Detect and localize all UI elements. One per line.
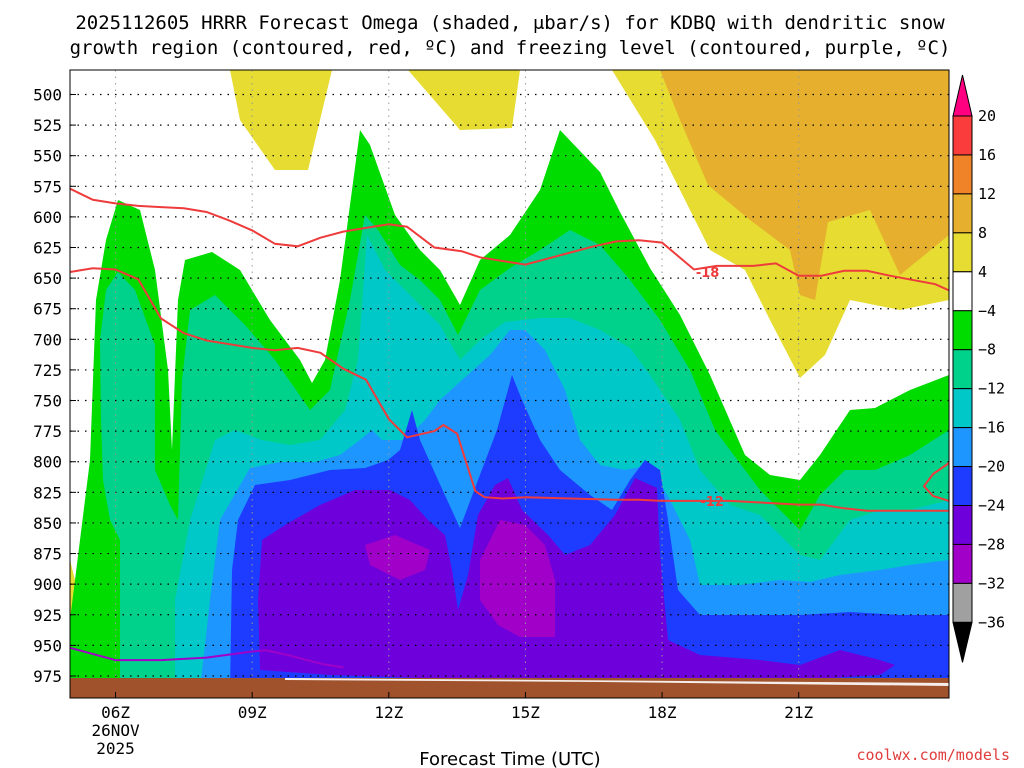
y-tick-label: 850	[33, 514, 62, 533]
y-tick-label: 675	[33, 300, 62, 319]
omega-region-pos4	[230, 70, 332, 170]
colorbar-segment	[952, 543, 973, 584]
x-tick-label: 06Z	[101, 703, 130, 722]
colorbar-level-label: −4	[978, 302, 996, 320]
x-tick-label: 18Z	[648, 703, 677, 722]
colorbar-level-label: 8	[978, 224, 987, 242]
colorbar-level-label: −12	[978, 380, 1005, 398]
plot-area: -18 -12	[69, 69, 950, 699]
y-tick-label: 875	[33, 545, 62, 564]
y-tick-label: 550	[33, 147, 62, 166]
contour-minus12	[69, 267, 949, 512]
colorbar-segment	[952, 232, 973, 273]
colorbar-level-label: −36	[978, 613, 1005, 631]
grid	[70, 70, 949, 698]
colorbar-level-label: −16	[978, 419, 1005, 437]
contour-label: -18	[696, 266, 720, 281]
colorbar-segment	[952, 310, 973, 351]
x-tick-label: 15Z	[511, 703, 540, 722]
y-tick-label: 750	[33, 392, 62, 411]
contour-minus18	[69, 187, 950, 292]
x-axis-label: Forecast Time (UTC)	[419, 749, 600, 768]
colorbar-segment	[952, 349, 973, 390]
x-tick-year: 2025	[96, 739, 135, 758]
contour-0	[69, 646, 344, 669]
colorbar-level-label: −8	[978, 341, 996, 359]
colorbar-level-label: −28	[978, 535, 1005, 553]
y-tick-label: 575	[33, 177, 62, 196]
y-tick-label: 525	[33, 116, 62, 135]
colorbar-level-label: −32	[978, 574, 1005, 592]
y-tick-label: 975	[33, 667, 62, 686]
omega-region-neg28	[480, 520, 555, 637]
contour-label: -12	[700, 495, 724, 510]
terrain-edge	[285, 678, 949, 686]
colorbar-bottom-arrow	[952, 621, 973, 663]
plot-frame	[69, 69, 950, 699]
y-tick-label: 625	[33, 239, 62, 258]
x-tick-date: 26NOV	[91, 721, 140, 740]
colorbar-segment	[952, 582, 973, 623]
y-tick-label: 925	[33, 606, 62, 625]
colorbar-level-label: 16	[978, 146, 996, 164]
colorbar-level-label: 20	[978, 107, 996, 125]
contours: -18 -12	[69, 187, 950, 669]
contour-minus12	[922, 462, 950, 502]
y-tick-label: 650	[33, 269, 62, 288]
y-tick-label: 825	[33, 483, 62, 502]
x-tick-label: 12Z	[374, 703, 403, 722]
y-tick-label: 800	[33, 453, 62, 472]
omega-region-neg28	[365, 535, 430, 580]
omega-region-pos8	[660, 70, 949, 300]
colorbar-segment	[952, 154, 973, 195]
colorbar: 20 16 12 8 4 −4 −8 −12 −16 −20 −24 −28 −32 −36	[952, 74, 1005, 663]
omega-region-neg24	[258, 478, 895, 685]
chart-title-line1: 2025112605 HRRR Forecast Omega (shaded, …	[75, 12, 945, 34]
colorbar-segment	[952, 115, 973, 156]
y-tick-label: 600	[33, 208, 62, 227]
y-axis: 500 525 550 575 600 625 650 675 700 725 750 775 800 8…	[33, 85, 76, 686]
y-tick-label: 950	[33, 636, 62, 655]
colorbar-top-arrow	[952, 74, 973, 117]
colorbar-segment	[952, 505, 973, 545]
colorbar-segment	[952, 388, 973, 429]
colorbar-level-label: 12	[978, 185, 996, 203]
colorbar-level-label: −20	[978, 458, 1005, 476]
colorbar-level-label: 4	[978, 263, 987, 281]
y-tick-label: 725	[33, 361, 62, 380]
colorbar-segment	[952, 271, 973, 312]
colorbar-segment	[952, 466, 973, 506]
colorbar-segment	[952, 193, 973, 234]
x-tick-label: 21Z	[784, 703, 813, 722]
x-tick-label: 09Z	[238, 703, 267, 722]
omega-region-pos4	[408, 70, 520, 130]
credit-text: coolwx.com/models	[856, 746, 1010, 764]
y-tick-label: 500	[33, 85, 62, 104]
y-tick-label: 775	[33, 422, 62, 441]
colorbar-segment	[952, 427, 973, 468]
chart-title-line2: growth region (contoured, red, ºC) and f…	[70, 37, 951, 59]
y-tick-label: 900	[33, 575, 62, 594]
omega-shading	[70, 70, 949, 690]
y-tick-label: 700	[33, 330, 62, 349]
colorbar-level-label: −24	[978, 497, 1005, 515]
